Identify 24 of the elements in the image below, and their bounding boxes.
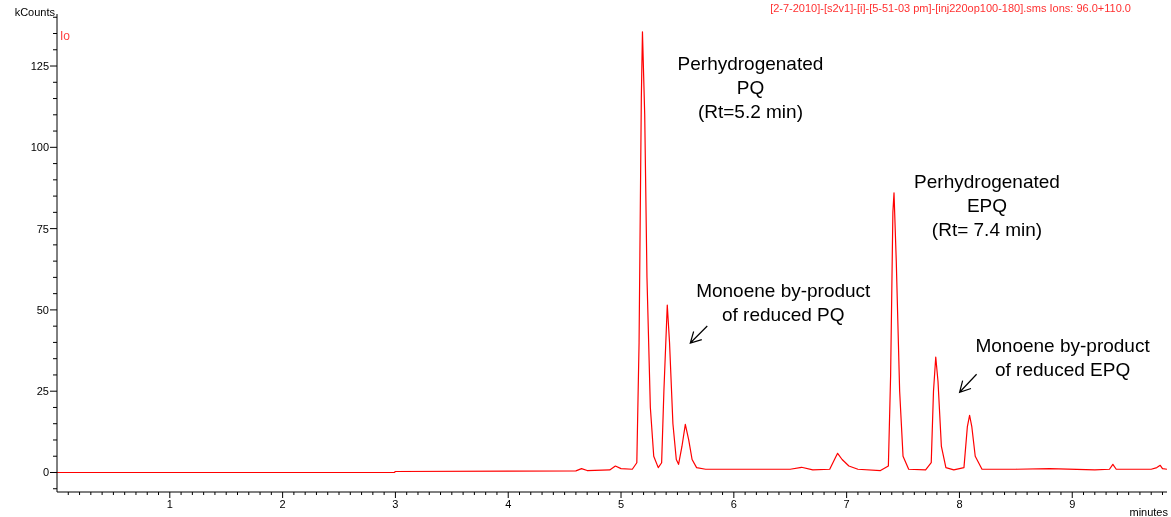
x-tick-label: 5: [617, 498, 625, 510]
y-tick-label: 75: [36, 222, 49, 235]
x-tick-label: 1: [166, 498, 173, 510]
x-tick-label: 8: [956, 498, 963, 510]
y-tick-label: 0: [42, 466, 49, 479]
line-series: [57, 31, 1167, 474]
annotation: Monoene by-product of reduced PQ: [696, 280, 872, 326]
x-tick-label: 6: [730, 498, 737, 510]
annotation: Monoene by-product of reduced EPQ: [975, 335, 1151, 381]
x-tick-label: 4: [505, 498, 512, 510]
x-axis-title: minutes: [1129, 506, 1169, 517]
x-tick-label: 3: [392, 498, 399, 510]
y-tick-label: 25: [36, 385, 49, 398]
annotation: Io: [60, 29, 71, 43]
x-tick-label: 2: [279, 498, 286, 510]
x-tick-label: 9: [1069, 498, 1076, 510]
annotation: Perhydrogenated PQ (Rt=5.2 min): [677, 52, 824, 122]
x-tick-label: 7: [843, 498, 850, 510]
annotation: Perhydrogenated EPQ (Rt= 7.4 min): [914, 170, 1060, 240]
y-tick-label: 50: [36, 303, 49, 316]
y-tick-label: 125: [30, 60, 49, 73]
y-axis-title: kCounts: [14, 6, 56, 18]
y-tick-label: 100: [30, 141, 49, 154]
chart-title: [2-7-2010]-[s2v1]-[i]-[5-51-03 pm]-[inj220op100-180].sms Ions: 96.0+110.0: [770, 2, 1131, 14]
